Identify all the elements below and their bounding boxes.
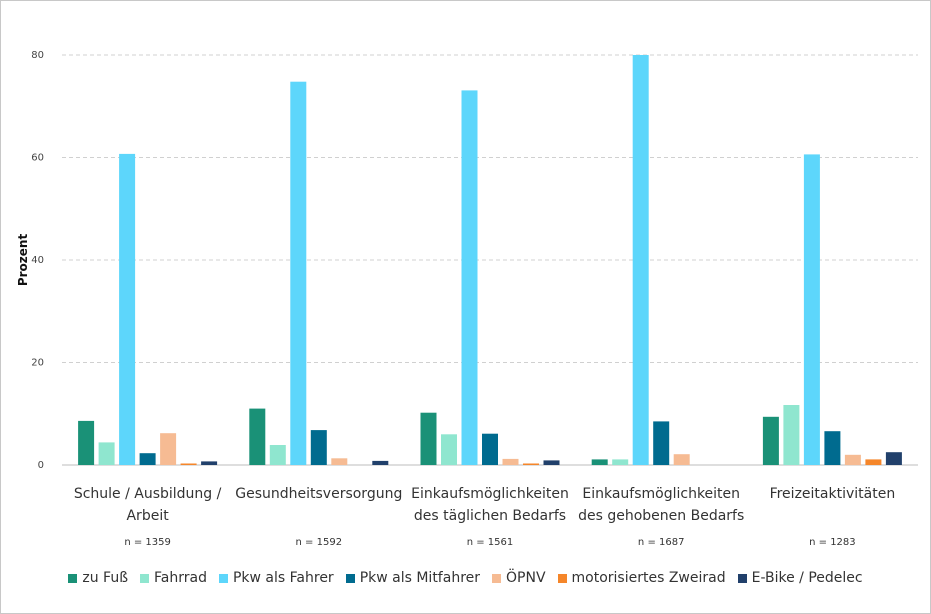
bar [591, 459, 608, 465]
y-axis-label: Prozent [16, 234, 30, 287]
legend-swatch [345, 573, 355, 583]
legend-item: Fahrrad [140, 570, 207, 586]
bar [653, 421, 670, 465]
gridlines [62, 54, 918, 466]
legend-item: Pkw als Fahrer [218, 570, 334, 586]
legend-item: Pkw als Mitfahrer [345, 570, 481, 586]
bar [803, 154, 820, 465]
bar [461, 90, 478, 466]
bar [119, 153, 136, 465]
bar [865, 459, 882, 465]
bar [372, 460, 389, 465]
legend: zu Fuß Fahrrad Pkw als Fahrer Pkw als Mitfa… [0, 570, 931, 586]
category-label: Einkaufsmöglichkeiten [411, 486, 569, 502]
legend-label: Fahrrad [154, 570, 207, 586]
bar [269, 445, 286, 465]
bar [290, 81, 307, 465]
sample-size-label: n = 1561 [467, 537, 514, 548]
sample-size-label: n = 1592 [296, 537, 343, 548]
bar [420, 412, 437, 465]
bars [78, 55, 902, 466]
bar [160, 433, 177, 465]
bar [441, 434, 457, 466]
bar [783, 405, 800, 465]
bar [482, 433, 498, 465]
axis-labels: 0 20 40 60 80 Schule / Ausbildung / Arbeit n = … [31, 50, 895, 548]
legend-item: E-Bike / Pedelec [737, 570, 863, 586]
y-tick-label: 60 [31, 153, 44, 164]
y-tick-label: 0 [38, 460, 44, 471]
bar [632, 55, 649, 465]
bar [844, 454, 861, 466]
sample-size-label: n = 1687 [638, 537, 685, 548]
legend-swatch [737, 573, 747, 583]
bar [523, 463, 539, 465]
legend-swatch [68, 573, 78, 583]
y-tick-label: 20 [31, 358, 44, 369]
bar [201, 461, 218, 465]
legend-swatch [492, 573, 502, 583]
bar [331, 458, 348, 465]
bar [543, 460, 560, 465]
category-label: des gehobenen Bedarfs [578, 508, 744, 524]
bar [98, 442, 115, 465]
bar [180, 463, 197, 465]
sample-size-label: n = 1283 [809, 537, 856, 548]
legend-swatch [140, 573, 150, 583]
bar [502, 458, 519, 465]
bar [824, 431, 841, 465]
legend-label: E-Bike / Pedelec [751, 570, 863, 586]
category-label: Schule / Ausbildung / [74, 486, 222, 502]
bar [612, 459, 629, 465]
bar [885, 452, 902, 465]
legend-item: motorisiertes Zweirad [557, 570, 726, 586]
bar-chart: 0 20 40 60 80 Schule / Ausbildung / Arbeit n = … [16, 50, 918, 548]
category-label: des täglichen Bedarfs [414, 508, 566, 524]
bar [673, 454, 690, 465]
sample-size-label: n = 1359 [124, 537, 171, 548]
legend-label: motorisiertes Zweirad [571, 570, 726, 586]
category-label: Freizeitaktivitäten [770, 486, 896, 502]
bar [78, 420, 95, 465]
legend-label: Pkw als Fahrer [232, 570, 334, 586]
legend-label: zu Fuß [82, 570, 129, 586]
bar [310, 430, 327, 465]
category-label: Gesundheitsversorgung [235, 486, 402, 502]
legend-label: Pkw als Mitfahrer [359, 570, 481, 586]
category-label: Einkaufsmöglichkeiten [582, 486, 740, 502]
y-tick-label: 80 [31, 50, 44, 61]
bar [249, 408, 266, 465]
legend-item: zu Fuß [68, 570, 128, 586]
bar [762, 416, 779, 465]
y-tick-label: 40 [31, 255, 44, 266]
legend-swatch [218, 573, 228, 583]
legend-item: ÖPNV [492, 570, 546, 586]
category-label: Arbeit [126, 508, 169, 524]
legend-label: ÖPNV [506, 570, 546, 586]
bar [139, 453, 156, 465]
legend-swatch [557, 573, 567, 583]
